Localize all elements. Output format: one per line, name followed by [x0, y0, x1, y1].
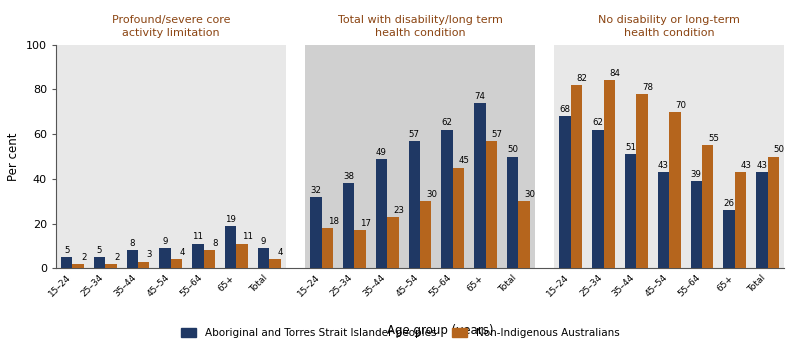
Bar: [387, 217, 398, 268]
Bar: [94, 257, 105, 268]
Bar: [236, 244, 248, 268]
Bar: [322, 228, 333, 268]
Text: 55: 55: [708, 134, 719, 143]
Bar: [756, 172, 768, 268]
Bar: [474, 103, 486, 268]
Bar: [486, 141, 497, 268]
Text: 18: 18: [327, 217, 338, 226]
Text: 70: 70: [675, 100, 686, 110]
Text: No disability or long-term
health condition: No disability or long-term health condit…: [598, 15, 740, 38]
Text: 78: 78: [642, 83, 654, 92]
Text: 74: 74: [474, 92, 486, 100]
Text: Profound/severe core
activity limitation: Profound/severe core activity limitation: [111, 15, 230, 38]
Bar: [126, 250, 138, 268]
Bar: [170, 259, 182, 268]
Text: 43: 43: [741, 161, 752, 170]
Text: Total with disability/long term
health condition: Total with disability/long term health c…: [338, 15, 502, 38]
Text: 9: 9: [261, 237, 266, 246]
Text: 43: 43: [658, 161, 669, 170]
Text: Age group (years): Age group (years): [386, 324, 494, 337]
Bar: [225, 226, 236, 268]
Bar: [138, 261, 150, 268]
Text: 43: 43: [756, 161, 767, 170]
Bar: [768, 157, 779, 268]
Text: 50: 50: [774, 145, 785, 154]
Text: 4: 4: [278, 248, 283, 257]
Bar: [354, 230, 366, 268]
Text: 5: 5: [64, 246, 70, 255]
Bar: [604, 80, 615, 268]
Text: 49: 49: [376, 148, 387, 157]
Bar: [658, 172, 670, 268]
Text: 30: 30: [426, 190, 437, 199]
Bar: [409, 141, 420, 268]
Bar: [571, 85, 582, 268]
Bar: [702, 145, 714, 268]
Bar: [723, 210, 735, 268]
Text: 57: 57: [409, 130, 420, 139]
Text: 57: 57: [491, 130, 502, 139]
Bar: [442, 130, 453, 268]
Text: 11: 11: [242, 233, 254, 241]
Text: 19: 19: [225, 215, 236, 224]
Bar: [735, 172, 746, 268]
Bar: [453, 168, 464, 268]
Bar: [625, 154, 637, 268]
Text: 8: 8: [212, 239, 218, 248]
Bar: [258, 248, 269, 268]
Bar: [343, 183, 354, 268]
Bar: [310, 197, 322, 268]
Bar: [670, 112, 681, 268]
Bar: [72, 264, 84, 268]
Text: 23: 23: [393, 206, 404, 215]
Y-axis label: Per cent: Per cent: [7, 132, 21, 181]
Text: 45: 45: [458, 157, 470, 165]
Text: 30: 30: [524, 190, 535, 199]
Bar: [61, 257, 72, 268]
Text: 62: 62: [442, 118, 453, 128]
Text: 4: 4: [179, 248, 185, 257]
Text: 8: 8: [130, 239, 135, 248]
Bar: [105, 264, 117, 268]
Bar: [507, 157, 518, 268]
Text: 68: 68: [560, 105, 570, 114]
Text: 9: 9: [162, 237, 168, 246]
Bar: [376, 159, 387, 268]
Text: 26: 26: [723, 199, 734, 208]
Text: 17: 17: [360, 219, 371, 228]
Bar: [159, 248, 170, 268]
Text: 38: 38: [343, 172, 354, 181]
Legend: Aboriginal and Torres Strait Islander peoples, Non-Indigenous Australians: Aboriginal and Torres Strait Islander pe…: [177, 324, 623, 342]
Text: 2: 2: [114, 252, 119, 261]
Bar: [306, 45, 534, 268]
Text: 11: 11: [192, 233, 203, 241]
Bar: [56, 45, 286, 268]
Bar: [592, 130, 604, 268]
Text: 32: 32: [310, 185, 322, 194]
Text: 39: 39: [691, 170, 702, 179]
Text: 5: 5: [97, 246, 102, 255]
Text: 82: 82: [577, 74, 588, 83]
Bar: [203, 250, 215, 268]
Bar: [420, 201, 431, 268]
Bar: [559, 116, 571, 268]
Text: 3: 3: [146, 250, 152, 259]
Bar: [518, 201, 530, 268]
Text: 62: 62: [593, 118, 603, 128]
Text: 84: 84: [610, 69, 621, 78]
Text: 51: 51: [625, 143, 636, 152]
Bar: [554, 45, 784, 268]
Text: 50: 50: [507, 145, 518, 154]
Bar: [192, 244, 203, 268]
Bar: [269, 259, 281, 268]
Bar: [690, 181, 702, 268]
Bar: [637, 94, 648, 268]
Text: 2: 2: [81, 252, 86, 261]
